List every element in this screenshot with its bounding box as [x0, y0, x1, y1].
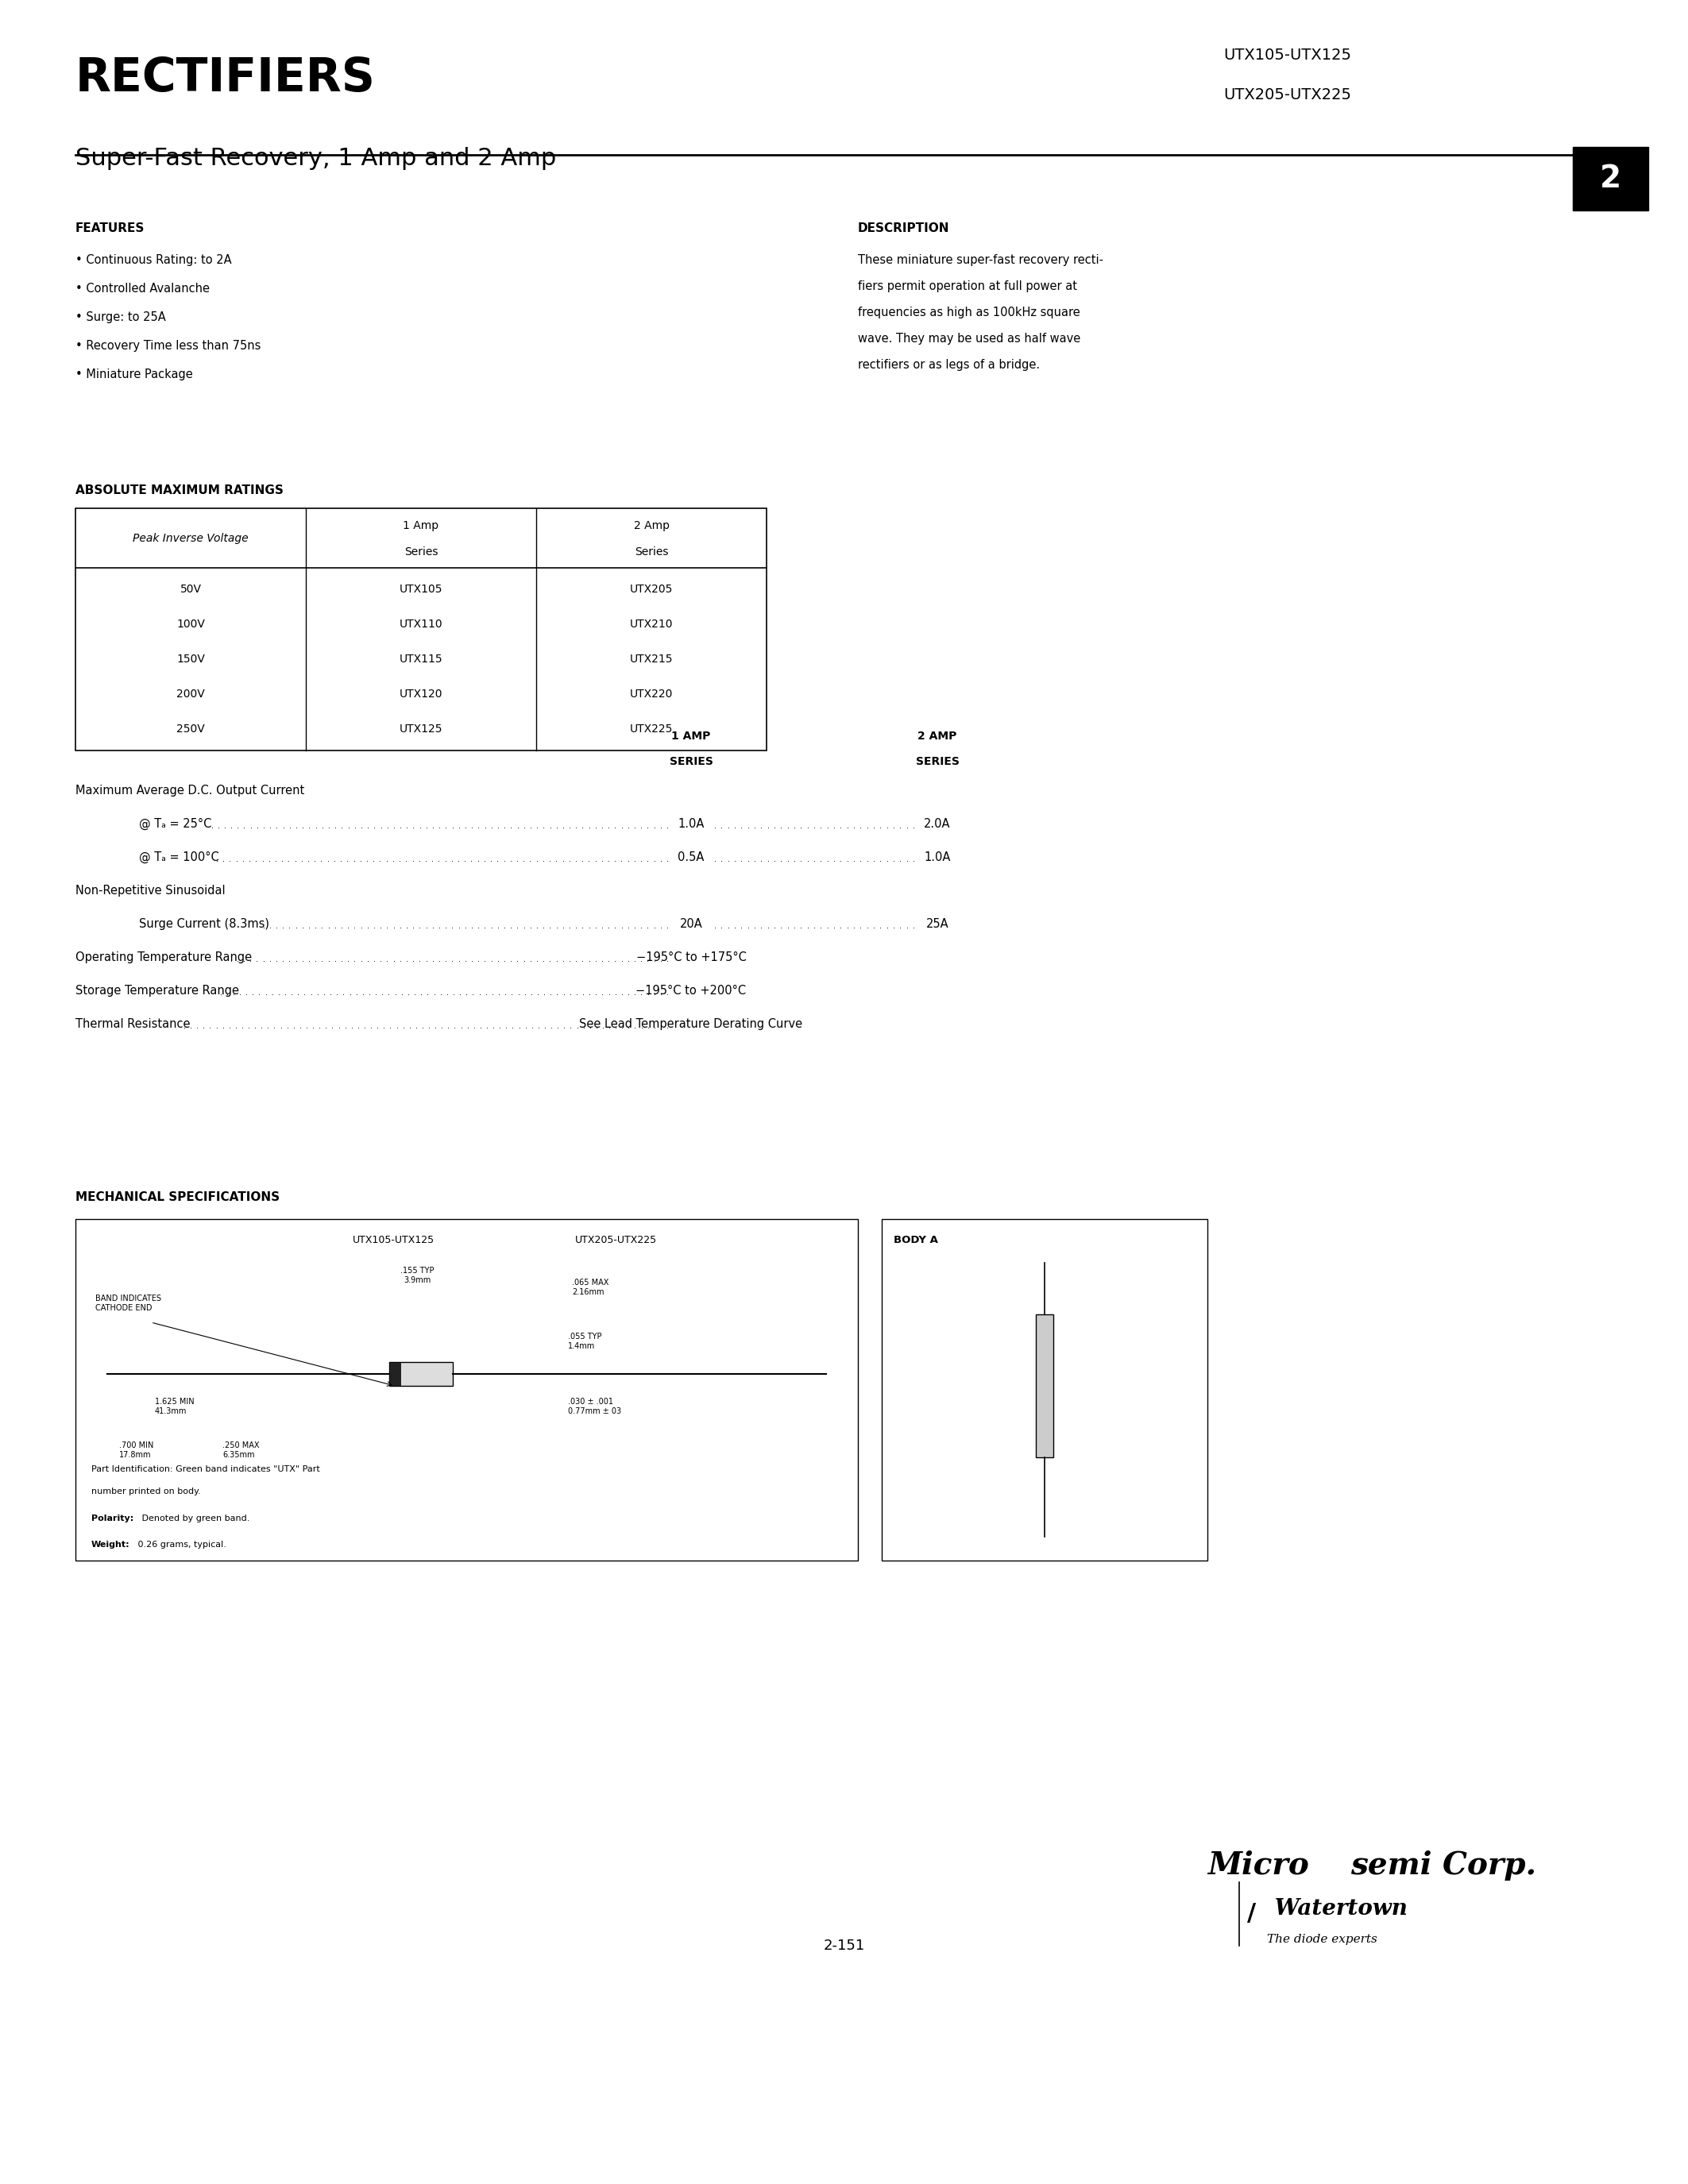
Text: −195°C to +200°C: −195°C to +200°C — [636, 985, 746, 996]
Text: Series: Series — [635, 546, 668, 557]
Text: UTX105-UTX125: UTX105-UTX125 — [353, 1234, 434, 1245]
Text: Operating Temperature Range: Operating Temperature Range — [76, 952, 252, 963]
Text: UTX115: UTX115 — [400, 653, 442, 664]
Text: 0.5A: 0.5A — [679, 852, 704, 863]
Text: 2.0A: 2.0A — [923, 819, 950, 830]
Bar — [1573, 146, 1647, 210]
Text: BODY A: BODY A — [893, 1234, 939, 1245]
Text: UTX210: UTX210 — [630, 618, 674, 629]
Text: 1.625 MIN
41.3mm: 1.625 MIN 41.3mm — [155, 1398, 194, 1415]
Text: Micro: Micro — [1207, 1850, 1308, 1880]
Text: • Recovery Time less than 75ns: • Recovery Time less than 75ns — [76, 341, 262, 352]
Text: See Lead Temperature Derating Curve: See Lead Temperature Derating Curve — [579, 1018, 803, 1031]
Text: 1 Amp: 1 Amp — [403, 520, 439, 531]
Text: UTX205: UTX205 — [630, 583, 674, 594]
Text: 250V: 250V — [177, 723, 204, 734]
Text: SERIES: SERIES — [668, 756, 712, 767]
Text: 100V: 100V — [177, 618, 204, 629]
Text: fiers permit operation at full power at: fiers permit operation at full power at — [858, 280, 1077, 293]
Text: UTX220: UTX220 — [630, 688, 674, 699]
Text: UTX205-UTX225: UTX205-UTX225 — [574, 1234, 657, 1245]
Text: 20A: 20A — [680, 917, 702, 930]
Text: .155 TYP
3.9mm: .155 TYP 3.9mm — [400, 1267, 434, 1284]
Text: Watertown: Watertown — [1268, 1898, 1408, 1920]
Bar — [76, 509, 766, 751]
Text: Thermal Resistance: Thermal Resistance — [76, 1018, 191, 1031]
Text: 1 AMP: 1 AMP — [672, 732, 711, 743]
Text: The diode experts: The diode experts — [1268, 1933, 1377, 1946]
Text: frequencies as high as 100kHz square: frequencies as high as 100kHz square — [858, 306, 1080, 319]
Text: 2-151: 2-151 — [824, 1939, 864, 1952]
Text: 2: 2 — [1600, 164, 1620, 194]
Text: wave. They may be used as half wave: wave. They may be used as half wave — [858, 332, 1080, 345]
Text: UTX110: UTX110 — [400, 618, 442, 629]
Text: • Controlled Avalanche: • Controlled Avalanche — [76, 282, 209, 295]
Text: Part Identification: Green band indicates "UTX" Part: Part Identification: Green band indicate… — [91, 1465, 321, 1474]
Text: ABSOLUTE MAXIMUM RATINGS: ABSOLUTE MAXIMUM RATINGS — [76, 485, 284, 496]
Text: • Surge: to 25A: • Surge: to 25A — [76, 312, 165, 323]
Text: UTX225: UTX225 — [630, 723, 674, 734]
Text: DESCRIPTION: DESCRIPTION — [858, 223, 950, 234]
Bar — [1036, 1315, 1053, 1457]
Text: • Continuous Rating: to 2A: • Continuous Rating: to 2A — [76, 253, 231, 266]
Text: • Miniature Package: • Miniature Package — [76, 369, 192, 380]
Text: UTX215: UTX215 — [630, 653, 674, 664]
Text: number printed on body.: number printed on body. — [91, 1487, 201, 1496]
Text: rectifiers or as legs of a bridge.: rectifiers or as legs of a bridge. — [858, 358, 1040, 371]
Text: semi Corp.: semi Corp. — [1350, 1850, 1536, 1880]
Text: Super-Fast Recovery, 1 Amp and 2 Amp: Super-Fast Recovery, 1 Amp and 2 Amp — [76, 146, 557, 170]
Text: 25A: 25A — [927, 917, 949, 930]
Bar — [390, 1363, 452, 1387]
Text: UTX205-UTX225: UTX205-UTX225 — [1224, 87, 1350, 103]
Text: FEATURES: FEATURES — [76, 223, 145, 234]
Text: UTX105-UTX125: UTX105-UTX125 — [1224, 48, 1350, 63]
Text: .055 TYP
1.4mm: .055 TYP 1.4mm — [567, 1332, 601, 1350]
Text: Polarity:: Polarity: — [91, 1514, 133, 1522]
Text: 200V: 200V — [177, 688, 204, 699]
Text: 2 Amp: 2 Amp — [633, 520, 668, 531]
Text: /: / — [1247, 1902, 1256, 1924]
Text: UTX125: UTX125 — [400, 723, 442, 734]
Text: These miniature super-fast recovery recti-: These miniature super-fast recovery rect… — [858, 253, 1104, 266]
Text: Non-Repetitive Sinusoidal: Non-Repetitive Sinusoidal — [76, 885, 225, 898]
Text: Surge Current (8.3ms): Surge Current (8.3ms) — [138, 917, 270, 930]
Text: .700 MIN
17.8mm: .700 MIN 17.8mm — [120, 1441, 154, 1459]
Text: 150V: 150V — [177, 653, 204, 664]
Text: RECTIFIERS: RECTIFIERS — [76, 55, 376, 100]
Bar — [390, 1363, 400, 1387]
Text: 1.0A: 1.0A — [679, 819, 704, 830]
Text: UTX105: UTX105 — [400, 583, 442, 594]
Bar — [76, 1219, 858, 1562]
Text: 50V: 50V — [181, 583, 201, 594]
Text: Series: Series — [403, 546, 437, 557]
Text: Storage Temperature Range: Storage Temperature Range — [76, 985, 240, 996]
Text: 0.26 grams, typical.: 0.26 grams, typical. — [135, 1540, 226, 1548]
Text: Weight:: Weight: — [91, 1540, 130, 1548]
Bar — [881, 1219, 1207, 1562]
Text: UTX120: UTX120 — [400, 688, 442, 699]
Text: .250 MAX
6.35mm: .250 MAX 6.35mm — [223, 1441, 260, 1459]
Text: 1.0A: 1.0A — [923, 852, 950, 863]
Text: @ Tₐ = 100°C: @ Tₐ = 100°C — [138, 852, 219, 863]
Text: Maximum Average D.C. Output Current: Maximum Average D.C. Output Current — [76, 784, 304, 797]
Text: SERIES: SERIES — [915, 756, 959, 767]
Text: Denoted by green band.: Denoted by green band. — [138, 1514, 250, 1522]
Text: 2 AMP: 2 AMP — [918, 732, 957, 743]
Text: @ Tₐ = 25°C: @ Tₐ = 25°C — [138, 819, 211, 830]
Text: MECHANICAL SPECIFICATIONS: MECHANICAL SPECIFICATIONS — [76, 1190, 280, 1203]
Text: Peak Inverse Voltage: Peak Inverse Voltage — [133, 533, 248, 544]
Text: .065 MAX
2.16mm: .065 MAX 2.16mm — [572, 1278, 609, 1295]
Text: −195°C to +175°C: −195°C to +175°C — [636, 952, 746, 963]
Text: BAND INDICATES
CATHODE END: BAND INDICATES CATHODE END — [95, 1295, 162, 1313]
Text: .030 ± .001
0.77mm ± 03: .030 ± .001 0.77mm ± 03 — [567, 1398, 621, 1415]
